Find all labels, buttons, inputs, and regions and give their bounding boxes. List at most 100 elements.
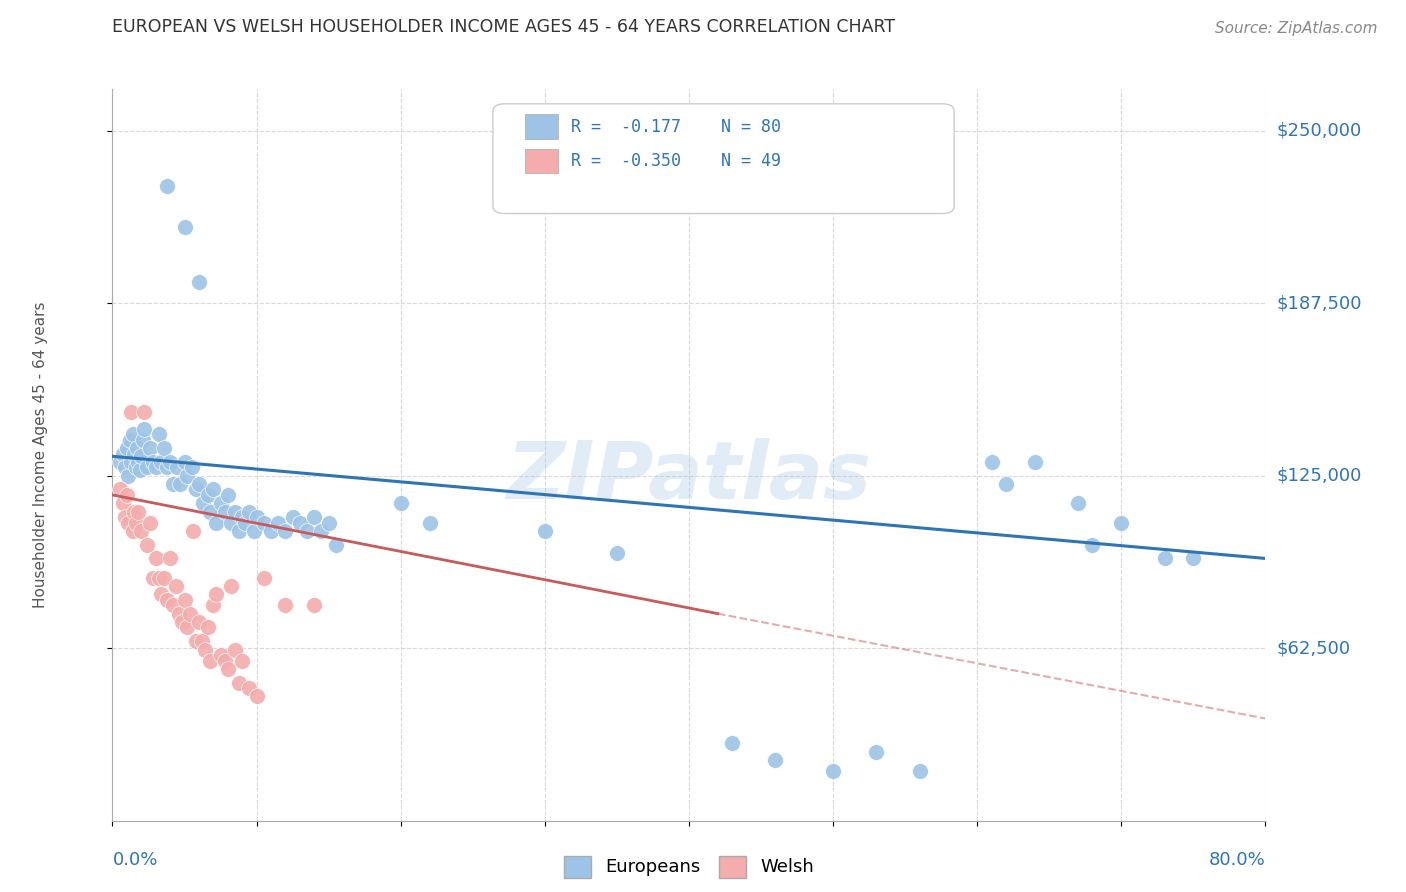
Point [228,675,250,690]
Point [1153,551,1175,566]
Point [122,504,145,518]
Point [142,571,165,585]
Point [176,468,198,483]
Point [114,510,136,524]
Text: R =  -0.177    N = 80: R = -0.177 N = 80 [571,118,782,136]
Text: 0.0%: 0.0% [112,851,157,869]
Point [245,690,267,704]
Legend: Europeans, Welsh: Europeans, Welsh [557,848,821,885]
Text: R =  -0.350    N = 49: R = -0.350 N = 49 [571,152,782,170]
Point [156,460,179,475]
Point [129,524,153,538]
Point [908,764,931,778]
Point [1067,496,1090,510]
Point [238,504,260,518]
FancyBboxPatch shape [526,149,558,173]
Point [132,433,155,447]
Point [148,427,170,442]
Point [311,524,333,538]
Point [980,455,1002,469]
Point [865,745,887,759]
Point [274,524,297,538]
Point [224,642,246,657]
Point [162,599,184,613]
Point [219,516,242,530]
Point [166,460,188,475]
Point [217,488,239,502]
Text: ZIPatlas: ZIPatlas [506,438,872,516]
Point [120,405,142,419]
Point [1024,455,1046,469]
Point [150,455,173,469]
Point [156,178,179,193]
Point [205,516,228,530]
Point [253,571,276,585]
Point [245,510,267,524]
Text: $250,000: $250,000 [1277,121,1362,140]
Text: $125,000: $125,000 [1277,467,1362,484]
Point [117,516,139,530]
Point [150,587,173,601]
Point [169,476,191,491]
Point [156,592,179,607]
Point [108,455,131,469]
Point [159,455,181,469]
Text: Source: ZipAtlas.com: Source: ZipAtlas.com [1215,21,1378,36]
Point [162,476,184,491]
Point [325,538,347,552]
Point [125,441,148,455]
Point [193,496,215,510]
Point [136,538,159,552]
Point [127,455,149,469]
Point [145,551,167,566]
Point [153,441,176,455]
Point [197,620,219,634]
Point [606,546,628,560]
Point [142,455,165,469]
Point [228,524,250,538]
Point [117,468,139,483]
Point [209,496,232,510]
Point [721,736,744,750]
Point [202,483,225,497]
Point [111,496,134,510]
Point [995,476,1018,491]
Point [533,524,555,538]
Point [194,642,217,657]
Point [122,446,145,460]
Point [202,599,225,613]
Point [121,524,143,538]
Text: $62,500: $62,500 [1277,640,1351,657]
Point [120,455,142,469]
Point [124,516,146,530]
Point [242,524,264,538]
Point [181,524,204,538]
Point [188,476,211,491]
Point [148,571,170,585]
Point [134,405,156,419]
Point [304,599,326,613]
Point [115,488,138,502]
Point [188,276,211,290]
Point [253,516,276,530]
Point [180,460,202,475]
Point [200,654,222,668]
Point [127,504,149,518]
Point [1111,516,1133,530]
Point [318,516,340,530]
Point [118,433,141,447]
FancyBboxPatch shape [526,114,558,139]
Point [1081,538,1104,552]
Point [821,764,844,778]
Point [209,648,232,662]
Point [159,551,181,566]
Point [176,620,198,634]
Point [121,427,143,442]
Point [224,504,246,518]
Point [129,450,153,464]
Point [170,615,193,629]
Point [214,654,236,668]
Point [139,441,162,455]
FancyBboxPatch shape [494,103,955,213]
Point [295,524,318,538]
